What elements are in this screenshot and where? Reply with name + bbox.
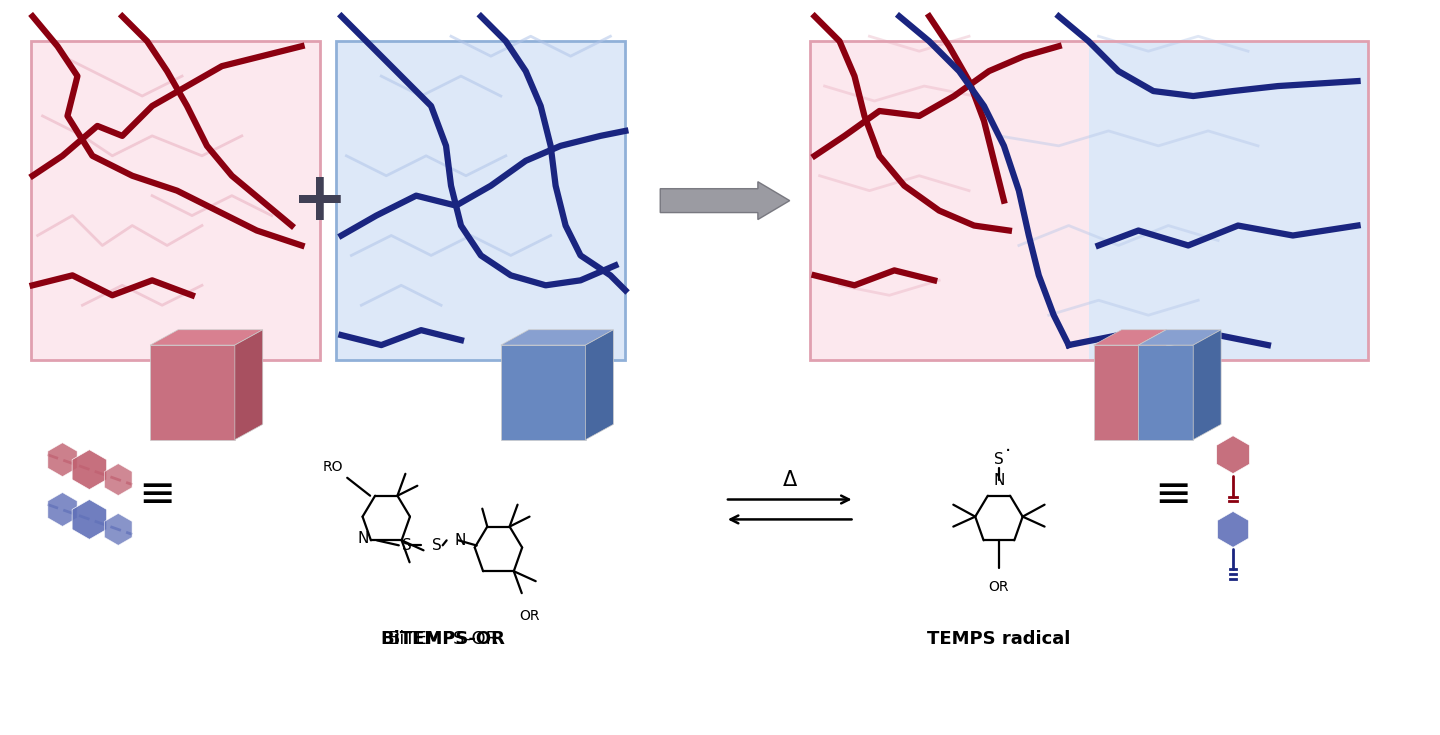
Text: BiTEMPS-OR: BiTEMPS-OR <box>387 630 498 648</box>
Polygon shape <box>1218 512 1248 548</box>
Polygon shape <box>1139 345 1194 440</box>
Polygon shape <box>48 442 78 476</box>
Polygon shape <box>1093 330 1166 345</box>
Polygon shape <box>105 514 132 545</box>
Polygon shape <box>72 450 107 490</box>
Polygon shape <box>1093 345 1139 440</box>
Polygon shape <box>150 330 262 345</box>
Text: TEMPS radical: TEMPS radical <box>927 630 1070 648</box>
Polygon shape <box>48 492 78 526</box>
Text: ≡: ≡ <box>138 473 176 516</box>
Polygon shape <box>501 330 613 345</box>
FancyBboxPatch shape <box>1089 41 1368 360</box>
Text: N: N <box>994 473 1005 488</box>
Text: BiTEMPS-OR: BiTEMPS-OR <box>380 630 505 648</box>
Polygon shape <box>150 345 235 440</box>
FancyBboxPatch shape <box>809 41 1089 360</box>
Polygon shape <box>105 464 132 495</box>
Text: N: N <box>357 531 369 546</box>
Text: OR: OR <box>518 609 539 623</box>
Text: ≡: ≡ <box>1155 473 1192 516</box>
FancyBboxPatch shape <box>337 41 625 360</box>
FancyBboxPatch shape <box>30 41 320 360</box>
Text: RO: RO <box>323 460 344 474</box>
Text: N: N <box>455 533 467 548</box>
Polygon shape <box>1194 330 1221 440</box>
FancyArrow shape <box>660 182 789 220</box>
Text: OR: OR <box>989 580 1009 594</box>
Text: +: + <box>292 168 347 234</box>
Text: S: S <box>994 452 1004 467</box>
Polygon shape <box>235 330 262 440</box>
Text: ·: · <box>1005 442 1011 462</box>
Polygon shape <box>72 500 107 539</box>
Polygon shape <box>501 345 586 440</box>
Polygon shape <box>1139 330 1166 440</box>
Text: S: S <box>402 538 412 553</box>
Polygon shape <box>1139 330 1221 345</box>
Text: S: S <box>432 538 442 553</box>
Polygon shape <box>1217 436 1250 473</box>
Text: Δ: Δ <box>782 470 796 490</box>
Polygon shape <box>586 330 613 440</box>
